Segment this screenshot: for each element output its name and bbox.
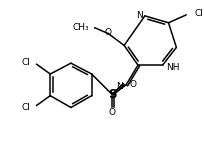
Text: NH: NH — [166, 63, 180, 72]
Text: N: N — [136, 11, 143, 20]
Text: O: O — [129, 80, 136, 89]
Text: Cl: Cl — [22, 103, 31, 112]
Text: CH₃: CH₃ — [72, 23, 89, 32]
Text: O: O — [105, 28, 112, 37]
Text: Cl: Cl — [22, 58, 31, 67]
Text: Cl: Cl — [194, 9, 203, 18]
Text: O: O — [109, 108, 116, 117]
Text: S: S — [108, 88, 117, 101]
Text: N: N — [116, 82, 123, 91]
